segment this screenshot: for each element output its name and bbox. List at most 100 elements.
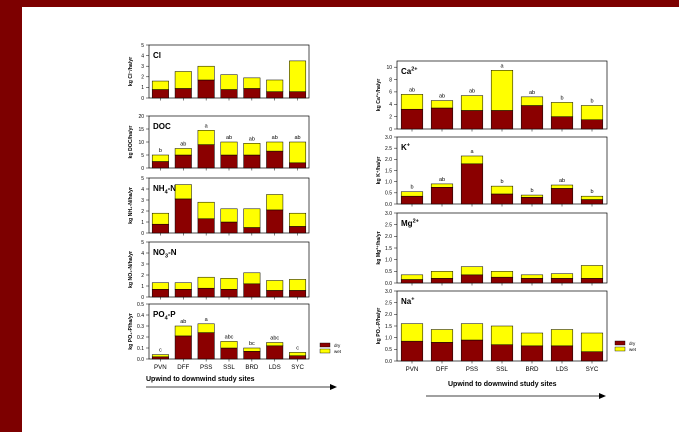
y-tick-label: 2.5 (385, 222, 392, 228)
panel-title: Mg2+ (401, 219, 419, 229)
significance-label: a (500, 63, 504, 69)
panel-title: K+ (401, 143, 410, 153)
bar-wet (197, 201, 215, 219)
bar-dry (490, 276, 514, 284)
bar-wet (550, 329, 574, 347)
y-tick-label: 2 (141, 209, 144, 215)
bar-dry (197, 218, 215, 234)
bar-wet (220, 278, 238, 290)
legend-dry-label: dry (334, 343, 341, 348)
bar-wet (174, 325, 192, 337)
significance-label: a (205, 317, 209, 323)
y-tick-label: 2.0 (385, 312, 392, 318)
x-caption-left: Upwind to downwind study sites (146, 376, 255, 383)
bar-dry (197, 144, 215, 169)
y-tick-label: 0.0 (137, 357, 144, 363)
y-tick-label: 5 (141, 153, 144, 159)
significance-label: ab (529, 90, 535, 96)
bar-dry (400, 340, 424, 362)
bar-wet (520, 274, 544, 279)
y-tick-label: 1.5 (385, 168, 392, 174)
bar-dry (220, 154, 238, 169)
bar-dry (151, 161, 169, 169)
y-tick-label: 10 (386, 65, 392, 71)
bar-dry (400, 279, 424, 284)
bar-dry (520, 197, 544, 205)
bar-wet (151, 282, 169, 290)
significance-label: ab (409, 87, 415, 93)
x-arrow-left (146, 384, 337, 390)
legend-wet-label: wet (629, 347, 637, 352)
bar-wet (460, 266, 484, 276)
bar-wet (174, 184, 192, 200)
bar-dry (197, 287, 215, 298)
significance-label: ab (559, 178, 565, 184)
y-tick-label: 1.0 (385, 179, 392, 185)
y-tick-label: 0.5 (385, 347, 392, 353)
bar-dry (520, 105, 544, 130)
bar-wet (220, 74, 238, 90)
y-tick-label: 4 (141, 53, 144, 59)
significance-label: c (159, 348, 162, 354)
bar-wet (490, 185, 514, 195)
bar-dry (220, 221, 238, 234)
bar-wet (580, 332, 604, 352)
bar-dry (289, 162, 307, 169)
bar-wet (490, 325, 514, 345)
bar-wet (266, 194, 284, 211)
bar-wet (151, 212, 169, 225)
y-tick-label: 5 (141, 176, 144, 182)
significance-label: ab (180, 319, 186, 325)
y-tick-label: 2.0 (385, 234, 392, 240)
y-tick-label: 0.1 (137, 346, 144, 352)
bar-wet (197, 323, 215, 333)
bar-dry (220, 289, 238, 298)
bar-dry (490, 110, 514, 130)
panel-ca: 0 2 4 6 8 10 kg Ca²⁺/ha/yr ab ab ab a ab b b Ca2+ (376, 60, 608, 133)
bar-dry (266, 209, 284, 234)
y-tick-label: 0.5 (385, 269, 392, 275)
bar-wet (151, 154, 169, 162)
bar-dry (151, 89, 169, 99)
bar-dry (550, 278, 574, 284)
bar-wet (289, 60, 307, 92)
bar-dry (520, 278, 544, 284)
y-axis-label: kg Ca²⁺/ha/yr (376, 79, 382, 111)
y-axis-label: kg K⁺/ha/yr (376, 157, 382, 185)
bar-wet (174, 282, 192, 290)
panel-title: PO4-P (153, 310, 176, 322)
y-tick-label: 2 (141, 273, 144, 279)
significance-label: ab (249, 136, 255, 142)
y-tick-label: 20 (138, 114, 144, 120)
bar-dry (490, 193, 514, 205)
bar-wet (580, 195, 604, 200)
bar-wet (490, 271, 514, 278)
y-tick-label: 4 (389, 102, 392, 108)
y-tick-label: 0 (141, 96, 144, 102)
panel-po4-p: 0.0 0.1 0.2 0.3 0.4 0.5kg PO₄-P/ha/yr c PVN ab DF… (128, 302, 310, 371)
bar-dry (266, 91, 284, 99)
significance-label: b (560, 95, 563, 101)
bar-dry (580, 351, 604, 362)
bar-wet (266, 141, 284, 152)
bar-dry (243, 351, 261, 360)
bar-wet (220, 141, 238, 156)
bar-dry (400, 108, 424, 130)
bar-wet (430, 329, 454, 343)
y-tick-label: 0 (141, 166, 144, 172)
panel-title: NH4-N (153, 184, 176, 196)
significance-label: ab (180, 142, 186, 148)
bar-dry (243, 283, 261, 298)
x-tick-label: LDS (556, 366, 568, 373)
bar-dry (174, 335, 192, 360)
bar-wet (197, 276, 215, 289)
y-tick-label: 5 (141, 240, 144, 246)
y-tick-label: 4 (141, 251, 144, 257)
bar-wet (266, 342, 284, 347)
significance-label: ab (439, 177, 445, 183)
legend-right: dry wet (614, 340, 637, 352)
bar-wet (580, 105, 604, 120)
bar-wet (289, 279, 307, 291)
bar-dry (266, 150, 284, 169)
significance-label: bc (249, 341, 255, 347)
